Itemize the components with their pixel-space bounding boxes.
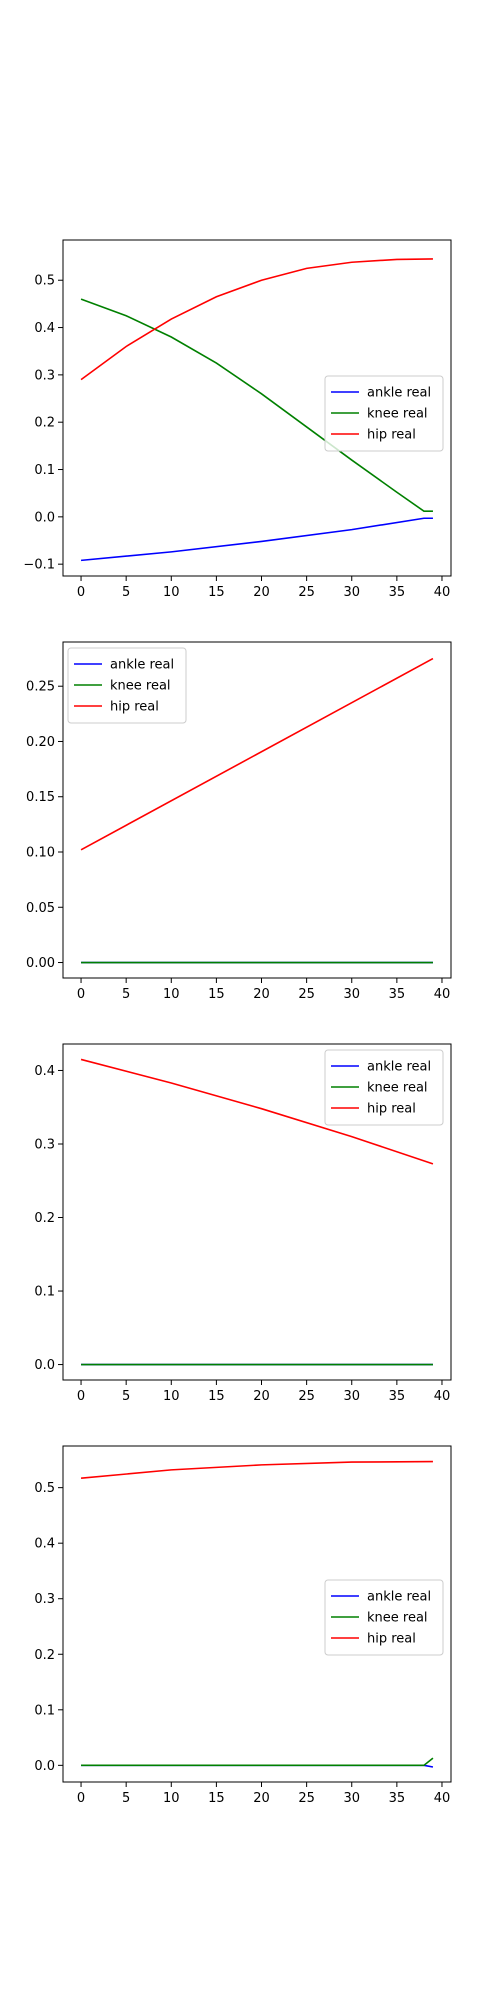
y-tick-label: 0.10 [26,846,55,861]
y-tick-label: −0.1 [23,558,55,573]
series-line-hip-real [80,657,434,851]
legend: ankle real knee real hip real [324,1049,444,1126]
x-tick-label: 20 [253,585,270,600]
chart-3: 0 5 10 15 20 25 30 35 40 0.0 0.1 0.2 0.3 0.4 ankle rea… [34,1043,452,1404]
y-tick-label: 0.2 [34,416,55,431]
legend-box [324,1049,444,1126]
x-tick-label: 30 [343,585,360,600]
axes-frame [62,641,452,979]
y-tick-label: 0.3 [34,1137,55,1152]
y-tick-label: 0.15 [26,790,55,805]
legend-box [67,647,187,724]
x-tick-label: 10 [163,1791,180,1806]
y-tick-label: 0.2 [34,1211,55,1226]
y-tick-label: 0.5 [34,1481,55,1496]
y-tick-label: 0.0 [34,510,55,525]
legend-entry: knee real [367,407,428,422]
legend-box [324,375,444,452]
x-tick-label: 25 [298,585,315,600]
x-tick-label: 10 [163,987,180,1002]
y-tick-label: 0.4 [34,1064,55,1079]
y-tick-label: 0.4 [34,1537,55,1552]
x-tick-label: 10 [163,585,180,600]
legend: ankle real knee real hip real [324,375,444,452]
x-tick-label: 0 [77,1389,85,1404]
y-tick-label: 0.3 [34,1592,55,1607]
x-tick-label: 15 [208,585,225,600]
x-tick-label: 0 [77,585,85,600]
y-tick-label: 0.5 [34,274,55,289]
legend-entry: knee real [367,1081,428,1096]
legend-entry: hip real [367,1632,416,1647]
legend-entry: hip real [367,1102,416,1117]
legend: ankle real knee real hip real [324,1579,444,1656]
y-tick-label: 0.0 [34,1759,55,1774]
x-tick-label: 40 [434,585,451,600]
x-tick-label: 15 [208,1791,225,1806]
x-tick-label: 40 [434,1389,451,1404]
x-tick-label: 20 [253,1791,270,1806]
x-tick-label: 15 [208,1389,225,1404]
x-tick-label: 20 [253,987,270,1002]
x-tick-label: 35 [389,585,406,600]
x-tick-label: 35 [389,1389,406,1404]
axes-frame [62,239,452,577]
x-tick-label: 10 [163,1389,180,1404]
y-tick-label: 0.00 [26,956,55,971]
axes-frame [62,1043,452,1381]
y-tick-label: 0.1 [34,1285,55,1300]
x-tick-label: 30 [343,1389,360,1404]
y-tick-label: 0.1 [34,1703,55,1718]
y-tick-label: 0.0 [34,1358,55,1373]
y-tick-label: 0.1 [34,463,55,478]
legend-entry: ankle real [367,1060,431,1075]
legend-entry: hip real [110,700,159,715]
x-tick-label: 0 [77,987,85,1002]
legend-entry: ankle real [110,658,174,673]
axes-frame [62,1445,452,1783]
x-tick-label: 5 [122,1791,130,1806]
x-tick-label: 15 [208,987,225,1002]
y-tick-label: 0.4 [34,321,55,336]
y-tick-label: 0.20 [26,735,55,750]
x-tick-label: 30 [343,1791,360,1806]
x-tick-label: 35 [389,987,406,1002]
y-tick-label: 0.3 [34,368,55,383]
series-line-ankle-real [80,517,433,562]
series-line-hip-real [80,1460,433,1480]
series-line-hip-real [80,1058,434,1165]
x-tick-label: 25 [298,1389,315,1404]
x-tick-label: 40 [434,987,451,1002]
chart-1: 0 5 10 15 20 25 30 35 40 −0.1 0.0 0.1 0.2 0.3 0.4 0.5 an… [23,239,452,600]
y-tick-label: 0.05 [26,901,55,916]
y-tick-label: 0.2 [34,1648,55,1663]
legend: ankle real knee real hip real [67,647,187,724]
x-tick-label: 0 [77,1791,85,1806]
legend-entry: ankle real [367,1590,431,1605]
chart-4: 0 5 10 15 20 25 30 35 40 0.0 0.1 0.2 0.3 0.4 0.5 ankle … [34,1445,452,1806]
chart-2: 0 5 10 15 20 25 30 35 40 0.00 0.05 0.10 0.15 0.20 0.25… [26,641,452,1002]
legend-entry: ankle real [367,386,431,401]
legend-box [324,1579,444,1656]
x-tick-label: 5 [122,585,130,600]
x-tick-label: 20 [253,1389,270,1404]
legend-entry: knee real [110,679,171,694]
x-tick-label: 40 [434,1791,451,1806]
x-tick-label: 30 [343,987,360,1002]
x-tick-label: 25 [298,1791,315,1806]
y-tick-label: 0.25 [26,680,55,695]
legend-entry: knee real [367,1611,428,1626]
series-line-hip-real [80,258,433,381]
series-line-knee-real [80,298,433,512]
x-tick-label: 35 [389,1791,406,1806]
x-tick-label: 25 [298,987,315,1002]
x-tick-label: 5 [122,987,130,1002]
legend-entry: hip real [367,428,416,443]
x-tick-label: 5 [122,1389,130,1404]
series-line-knee-real [81,1757,434,1767]
